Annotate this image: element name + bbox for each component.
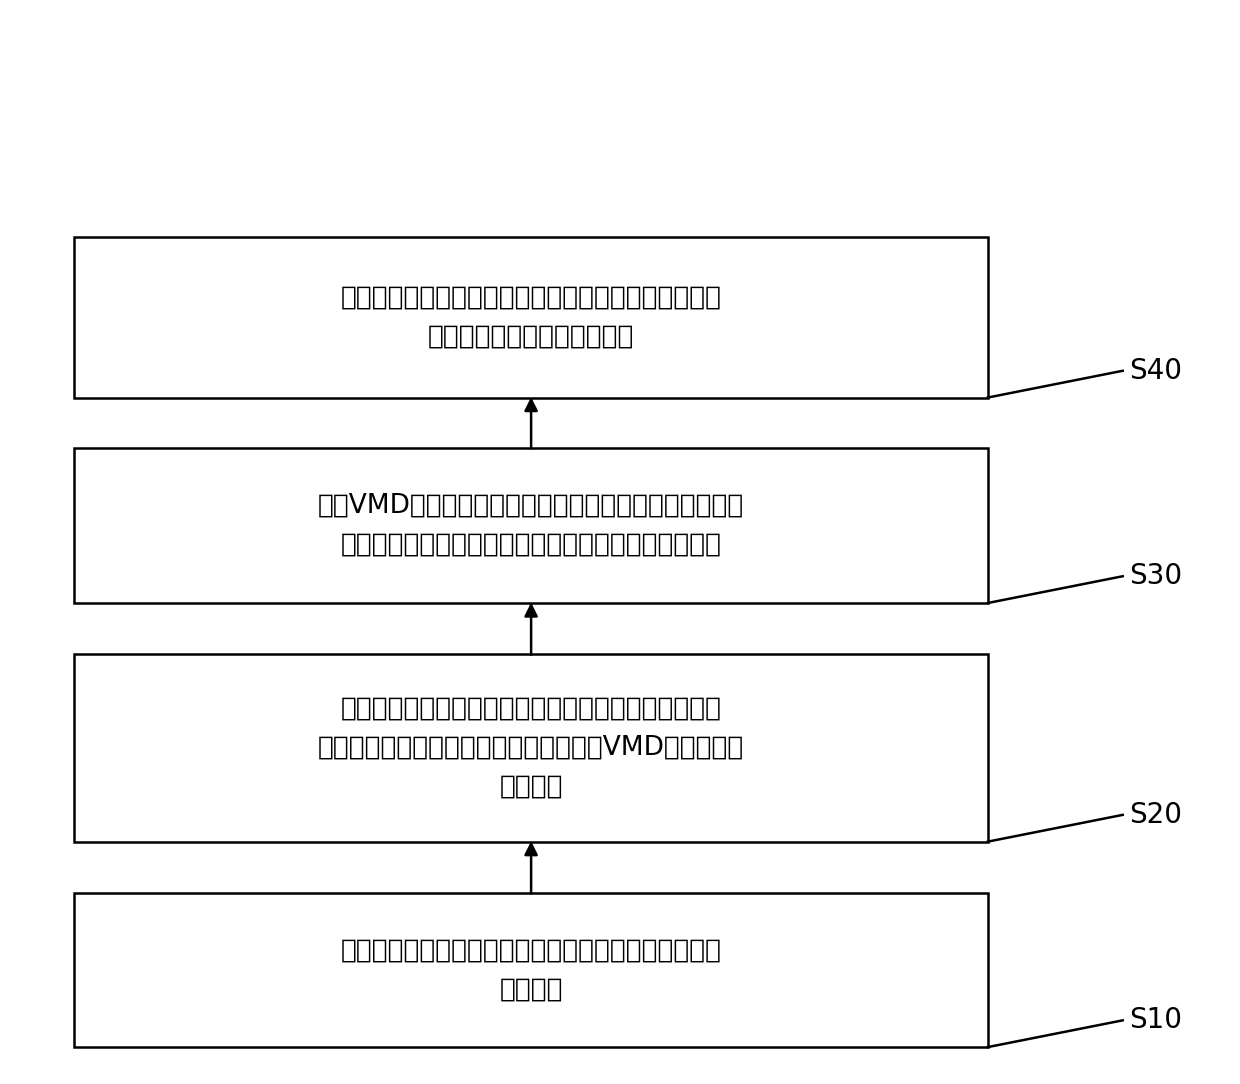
Text: 采用模态辨识方法对各固有模态进行拟合，获得类噪声
信号中潜在的各振荡模态参数: 采用模态辨识方法对各固有模态进行拟合，获得类噪声 信号中潜在的各振荡模态参数 <box>341 285 722 350</box>
Text: S40: S40 <box>1128 357 1182 385</box>
Bar <box>74 237 988 398</box>
Text: 对电力系统中的量测信号进行采集，获得可供分析的类
噪声信号: 对电力系统中的量测信号进行采集，获得可供分析的类 噪声信号 <box>341 938 722 1003</box>
Text: 对类噪声信号进行快速傅里叶变换，获得类噪声信号的
频谱图，并根据频谱图中的谱峰个数确定VMD分解的固有
模态数目: 对类噪声信号进行快速傅里叶变换，获得类噪声信号的 频谱图，并根据频谱图中的谱峰个… <box>317 696 744 800</box>
Text: S30: S30 <box>1128 563 1182 591</box>
Bar <box>74 448 988 603</box>
Text: S10: S10 <box>1128 1006 1182 1034</box>
Text: 采用VMD方法对类噪声信号进行分解获得各固有模态的频
率中心及带宽，完成类噪声信号各振荡模态频率的分离: 采用VMD方法对类噪声信号进行分解获得各固有模态的频 率中心及带宽，完成类噪声信… <box>317 493 744 558</box>
Text: S20: S20 <box>1128 801 1182 829</box>
Bar <box>74 655 988 841</box>
Bar <box>74 893 988 1047</box>
